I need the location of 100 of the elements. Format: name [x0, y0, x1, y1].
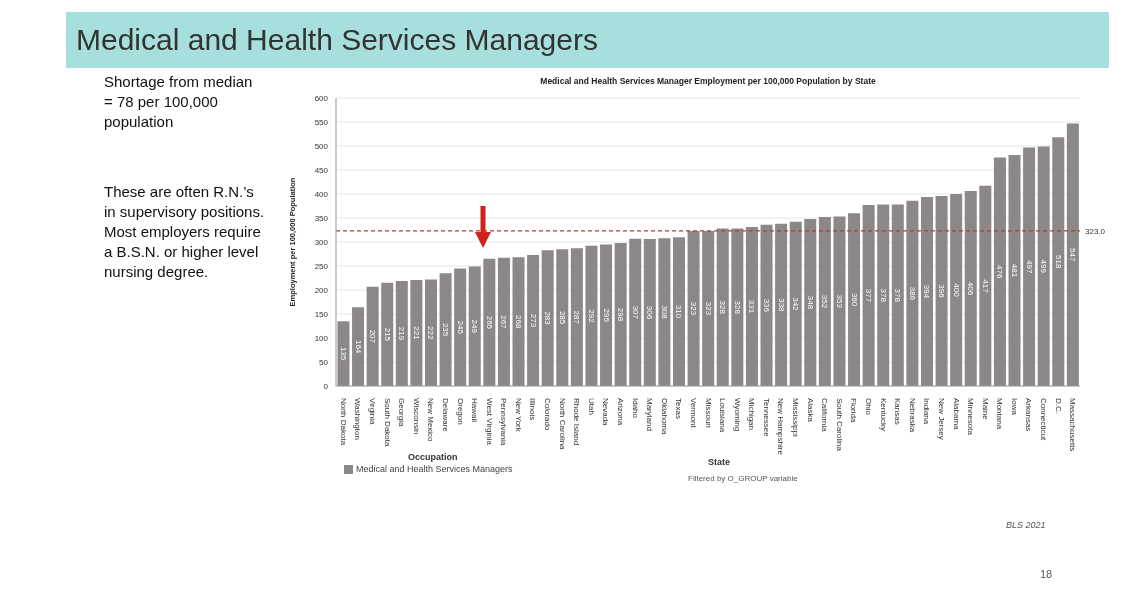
- x-tick-label: Rhode Island: [572, 398, 582, 446]
- bar: [716, 228, 729, 386]
- x-tick-label: New York: [513, 398, 523, 433]
- x-tick-label: Minnesota: [966, 398, 976, 436]
- data-label: 135: [338, 346, 348, 361]
- data-label: 396: [937, 284, 947, 299]
- data-label: 164: [353, 339, 363, 354]
- x-tick-label: Tennessee: [761, 398, 771, 438]
- data-label: 323: [703, 301, 713, 316]
- x-tick-label: Massachusetts: [1068, 398, 1078, 452]
- bar: [352, 307, 365, 386]
- text: These are often R.N.’s in supervisory positions. Most employers require a B.S.N. or higher level nursing degree.: [104, 182, 266, 282]
- bar: [497, 257, 510, 386]
- x-tick-label: North Dakota: [338, 398, 348, 446]
- bar: [935, 195, 948, 386]
- data-label: 476: [995, 265, 1005, 279]
- text: Filtered by O_GROUP variable: [688, 474, 798, 483]
- text: 18: [1040, 568, 1053, 580]
- x-tick-label: Colorado: [543, 398, 553, 432]
- data-label: 499: [1039, 259, 1049, 274]
- x-tick-label: Arkansas: [1024, 398, 1034, 432]
- x-axis-title: State: [708, 457, 731, 467]
- x-tick-label: Mississippi: [791, 398, 801, 437]
- bar: [614, 242, 627, 386]
- y-tick-label: 350: [314, 213, 329, 223]
- bar: [483, 258, 496, 386]
- x-tick-label: South Carolina: [834, 398, 844, 452]
- bar: [760, 224, 773, 386]
- bar: [789, 221, 802, 386]
- data-label: 342: [791, 297, 801, 312]
- bar: [395, 280, 408, 386]
- x-tick-label: Oregon: [455, 398, 465, 425]
- x-tick-label: North Carolina: [557, 398, 567, 451]
- bar: [731, 228, 744, 386]
- data-label: 328: [732, 300, 742, 315]
- data-label: 400: [951, 283, 961, 298]
- x-tick-label: New Jersey: [936, 398, 946, 440]
- data-label: 265: [484, 315, 494, 330]
- bar: [381, 282, 394, 386]
- bar: [1008, 155, 1021, 386]
- data-label: 481: [1010, 263, 1020, 278]
- bar: [891, 204, 904, 386]
- bar: [818, 217, 831, 386]
- bar: [862, 205, 875, 386]
- x-tick-label: Kansas: [893, 398, 903, 425]
- bar: [468, 266, 481, 386]
- bar: [541, 250, 554, 386]
- data-label: 222: [426, 326, 436, 340]
- ref-line-label: 323.0: [1085, 226, 1106, 236]
- x-tick-label: New Mexico: [426, 398, 436, 443]
- data-label: 245: [455, 320, 465, 335]
- bar: [804, 218, 817, 386]
- x-tick-label: Nebraska: [907, 398, 917, 433]
- bar: [424, 279, 437, 386]
- bar: [964, 191, 977, 386]
- x-tick-label: Wisconsin: [411, 398, 421, 435]
- bar: [950, 194, 963, 386]
- x-tick-label: West Virginia: [484, 398, 494, 446]
- x-tick-label: Michigan: [747, 398, 757, 431]
- data-label: 338: [776, 298, 786, 313]
- data-label: 331: [747, 299, 757, 314]
- bar: [600, 244, 613, 386]
- x-tick-label: Alaska: [805, 398, 815, 423]
- y-tick-label: 150: [314, 309, 329, 319]
- y-tick-label: 50: [319, 357, 329, 367]
- data-label: 518: [1053, 255, 1063, 269]
- data-label: 377: [864, 288, 874, 303]
- x-tick-label: Connecticut: [1039, 398, 1049, 442]
- x-tick-label: Missouri: [703, 398, 713, 428]
- bar: [745, 227, 758, 386]
- y-tick-label: 250: [314, 261, 329, 271]
- bar: [512, 257, 525, 386]
- bar: [454, 268, 467, 386]
- data-label: 285: [557, 310, 567, 325]
- data-label: 406: [966, 281, 976, 296]
- x-tick-label: Georgia: [397, 398, 407, 428]
- data-label: 306: [645, 305, 655, 320]
- x-tick-label: Wyoming: [732, 398, 742, 432]
- bar: [702, 230, 715, 386]
- bar: [833, 216, 846, 386]
- x-tick-label: Delaware: [440, 398, 450, 433]
- bar: [439, 273, 452, 386]
- data-label: 295: [601, 308, 611, 323]
- bar: [1066, 123, 1079, 386]
- data-label: 336: [762, 298, 772, 313]
- data-label: 307: [630, 305, 640, 320]
- y-tick-label: 100: [314, 333, 329, 343]
- x-tick-label: Hawaii: [470, 398, 480, 423]
- x-tick-label: Ohio: [863, 398, 873, 416]
- x-tick-label: Oklahoma: [659, 398, 669, 436]
- bar: [570, 248, 583, 386]
- data-label: 298: [616, 307, 626, 322]
- x-tick-label: Washington: [353, 398, 363, 440]
- x-tick-label: Maryland: [645, 398, 655, 431]
- x-tick-label: Virginia: [367, 398, 377, 426]
- data-label: 219: [397, 326, 407, 341]
- bar: [410, 279, 423, 386]
- x-tick-label: Idaho: [630, 398, 640, 419]
- data-label: 308: [659, 305, 669, 320]
- data-label: 348: [805, 295, 815, 310]
